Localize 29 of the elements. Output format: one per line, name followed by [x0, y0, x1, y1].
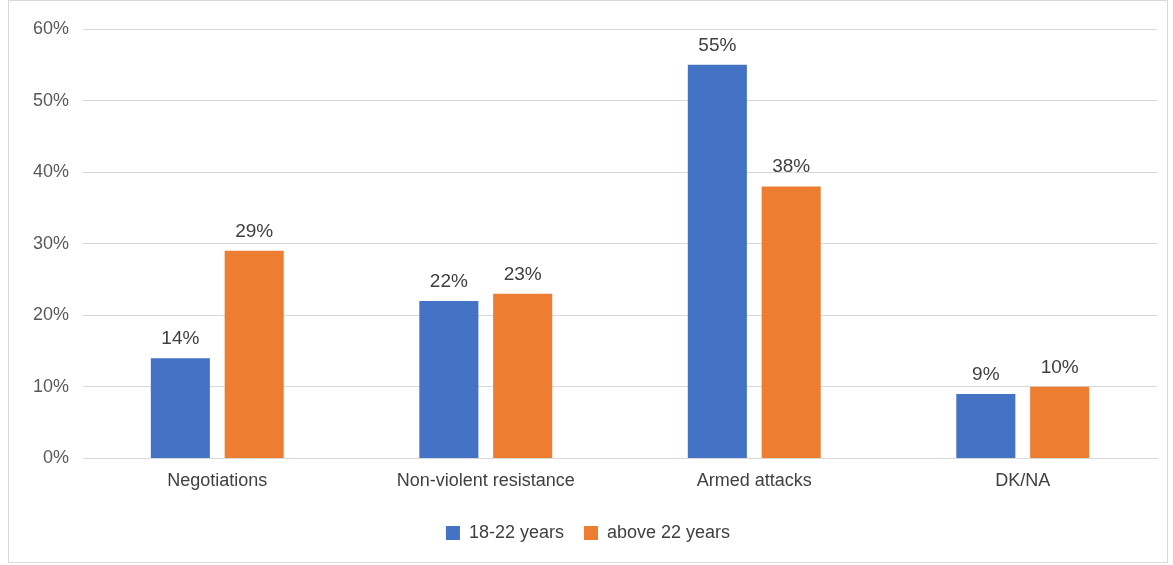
x-tick-label: Non-violent resistance — [396, 470, 575, 491]
bar — [761, 186, 821, 458]
x-tick-label: DK/NA — [995, 470, 1051, 491]
y-tick-label: 30% — [33, 232, 70, 253]
bar — [419, 300, 479, 458]
y-tick-label: 0% — [43, 447, 70, 468]
y-tick-label: 50% — [33, 89, 70, 110]
x-tick-label: Armed attacks — [696, 470, 812, 491]
bar — [224, 250, 284, 458]
bar — [687, 64, 747, 458]
bar — [956, 393, 1016, 458]
data-label: 23% — [503, 262, 542, 284]
data-label: 55% — [698, 33, 737, 55]
data-label: 9% — [972, 362, 1000, 384]
data-label: 22% — [429, 269, 468, 291]
legend-label: above 22 years — [606, 521, 731, 542]
data-label: 14% — [161, 326, 200, 348]
data-label: 10% — [1040, 355, 1079, 377]
legend-label: 18-22 years — [468, 521, 564, 542]
y-tick-label: 40% — [33, 161, 70, 182]
data-label: 29% — [235, 219, 274, 241]
y-tick-label: 60% — [33, 17, 70, 38]
bar — [1030, 386, 1090, 458]
x-tick-label: Negotiations — [167, 470, 268, 491]
data-label: 38% — [772, 155, 811, 177]
bar — [493, 293, 553, 458]
y-tick-label: 10% — [33, 375, 70, 396]
y-tick-label: 20% — [33, 304, 70, 325]
bar — [150, 358, 210, 458]
